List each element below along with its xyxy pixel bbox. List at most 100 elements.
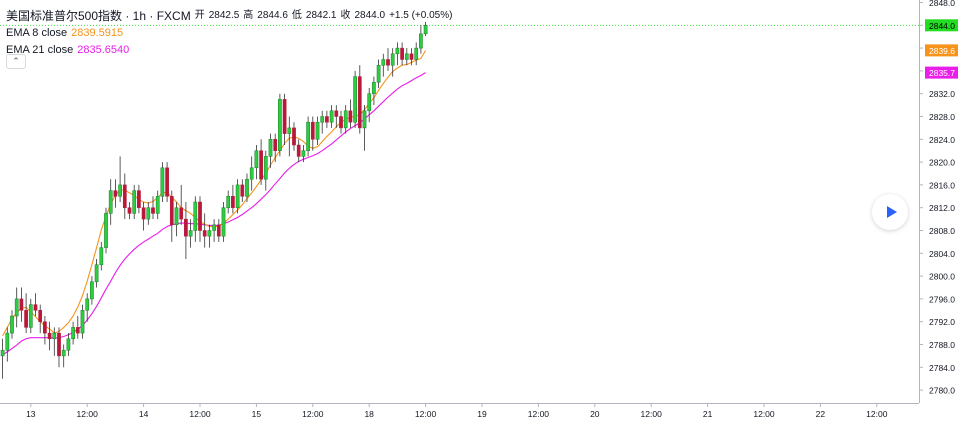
candle-down [240, 179, 245, 202]
candle-up [104, 207, 108, 254]
candle-down [202, 213, 207, 248]
candle-body [376, 64, 381, 83]
price-tick-label: 2792.0 [929, 317, 955, 327]
candle-body [329, 110, 334, 123]
price-tick-label: 2788.0 [929, 340, 955, 350]
candle-body [122, 184, 127, 208]
candle-body [127, 207, 132, 214]
candle-up [174, 202, 179, 237]
candle-body [47, 332, 52, 340]
candle-down [216, 219, 221, 242]
candle-body [71, 327, 75, 340]
candle-up [306, 116, 310, 157]
candle-down [75, 316, 80, 339]
candle-up [132, 184, 137, 220]
candle-down [113, 179, 118, 208]
candle-up [90, 276, 94, 305]
legend-collapse-button[interactable]: ⌃ [6, 54, 26, 69]
candle-down [334, 105, 339, 128]
symbol-title[interactable]: 美国标准普尔500指数 · 1h · FXCM [6, 8, 191, 23]
candle-up [155, 190, 160, 220]
price-tick-label: 2780.0 [929, 386, 955, 396]
ema21-line [2, 72, 426, 356]
candle-body [278, 99, 282, 151]
candle-up [5, 327, 10, 362]
time-tick-label: 18 [364, 409, 374, 419]
legend-ema8-row[interactable]: EMA 8 close 2839.5915 [6, 24, 452, 41]
candle-body [306, 121, 310, 151]
candle-up [207, 224, 212, 248]
candle-body [5, 332, 10, 351]
candle-body [249, 167, 254, 180]
candle-up [160, 162, 165, 202]
candle-body [310, 121, 315, 140]
candle-body [104, 213, 108, 248]
candle-up [188, 219, 193, 248]
candle-body [334, 110, 339, 117]
candle-body [245, 178, 249, 197]
legend-ema21-row[interactable]: EMA 21 close 2835.6540 [6, 41, 452, 58]
candle-up [362, 105, 367, 151]
candle-body [409, 53, 414, 60]
time-tick-label: 12:00 [189, 409, 211, 419]
candle-down [282, 93, 287, 145]
candle-up [301, 145, 306, 163]
candle-body [146, 207, 151, 220]
candle-up [419, 25, 423, 54]
candle-down [141, 202, 146, 231]
candle-body [372, 82, 376, 94]
candle-body [386, 59, 390, 66]
candle-up [381, 53, 386, 77]
candle-body [240, 184, 245, 197]
time-tick-label: 12:00 [415, 409, 437, 419]
candle-body [193, 201, 198, 231]
candle-body [19, 298, 24, 311]
candle-up [320, 110, 325, 134]
candle-down [169, 190, 174, 242]
candle-down [339, 110, 343, 134]
candle-down [127, 202, 132, 220]
candle-body [419, 33, 423, 49]
candle-down [259, 139, 263, 185]
candle-body [339, 116, 343, 129]
candle-down [38, 304, 43, 334]
time-tick-label: 19 [477, 409, 487, 419]
candle-body [216, 224, 221, 237]
candle-body [66, 338, 71, 351]
candle-up [193, 196, 198, 242]
candle-down [179, 184, 184, 225]
candle-down [57, 327, 61, 368]
play-icon [887, 206, 897, 218]
candle-down [43, 316, 47, 345]
candle-body [221, 207, 226, 237]
candle-up [254, 145, 259, 180]
scroll-to-realtime-button[interactable] [872, 194, 908, 230]
candle-up [414, 42, 419, 66]
price-badge-bg [925, 66, 958, 79]
ema21-line-group [2, 72, 426, 356]
candle-body [75, 327, 80, 334]
candle-down [151, 196, 155, 220]
candle-body [212, 224, 216, 231]
candle-down [33, 293, 38, 316]
candle-down [325, 110, 329, 128]
time-tick-label: 22 [816, 409, 826, 419]
candle-up [404, 48, 409, 66]
ohlc-open-label: 开 [194, 9, 205, 21]
candle-body [43, 321, 47, 334]
price-tick-label: 2800.0 [929, 272, 955, 282]
candle-down [310, 116, 315, 151]
candle-body [137, 190, 141, 208]
candle-down [292, 122, 296, 151]
candle-body [132, 190, 137, 214]
ohlc-close-label: 收 [340, 9, 351, 21]
candle-down [357, 65, 362, 134]
candle-body [174, 207, 179, 226]
candle-body [169, 196, 174, 226]
candle-body [282, 99, 287, 134]
candle-body [10, 315, 14, 334]
candle-up [376, 59, 381, 88]
